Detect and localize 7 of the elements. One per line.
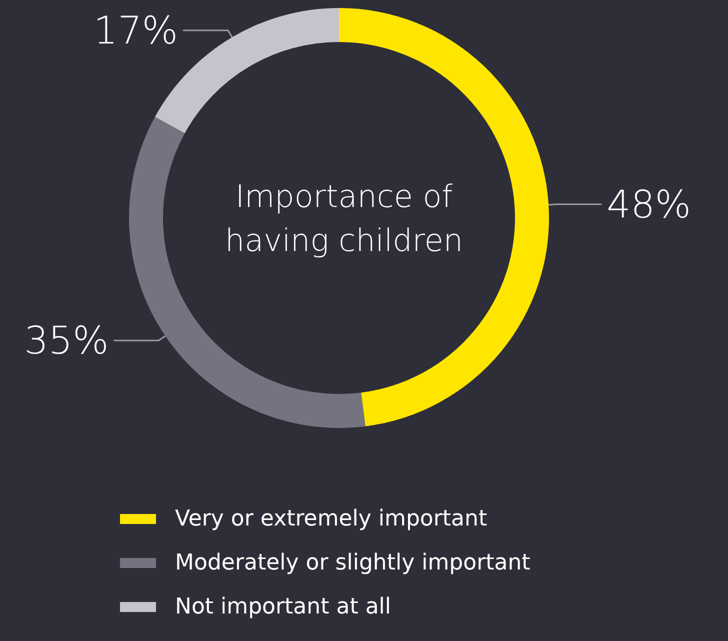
- legend-label: Not important at all: [175, 594, 392, 620]
- data-label: 48%: [606, 182, 692, 226]
- text: Importance of having children: [224, 179, 464, 259]
- legend-label: Very or extremely important: [175, 506, 488, 532]
- data-label: 17%: [94, 8, 178, 52]
- data-label: 35%: [24, 318, 109, 363]
- legend-label: Moderately or slightly important: [175, 550, 531, 576]
